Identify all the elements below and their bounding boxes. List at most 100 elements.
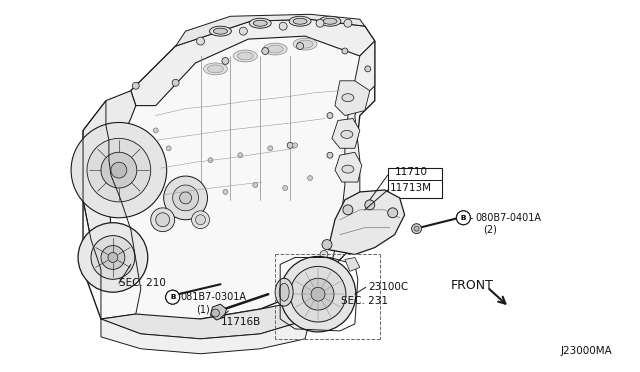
Circle shape [311, 287, 325, 301]
Polygon shape [83, 91, 136, 250]
Ellipse shape [342, 165, 354, 173]
Circle shape [156, 213, 170, 227]
Ellipse shape [279, 283, 289, 301]
Ellipse shape [342, 94, 354, 102]
Circle shape [151, 208, 175, 232]
Circle shape [196, 215, 205, 225]
Circle shape [327, 152, 333, 158]
Text: 11716B: 11716B [220, 317, 260, 327]
Polygon shape [328, 190, 404, 254]
Circle shape [302, 278, 334, 310]
Ellipse shape [250, 18, 271, 28]
Circle shape [283, 186, 287, 190]
Text: 11710: 11710 [395, 167, 428, 177]
Circle shape [132, 82, 140, 89]
Text: 11713M: 11713M [390, 183, 432, 193]
Circle shape [456, 211, 470, 225]
Text: B: B [461, 215, 466, 221]
Circle shape [164, 176, 207, 220]
Circle shape [316, 19, 324, 27]
Ellipse shape [214, 28, 227, 34]
Circle shape [308, 176, 312, 180]
Circle shape [365, 66, 371, 72]
Circle shape [78, 223, 148, 292]
Circle shape [166, 146, 171, 151]
Polygon shape [211, 304, 227, 320]
Circle shape [101, 246, 125, 269]
Polygon shape [175, 14, 365, 46]
Circle shape [342, 48, 348, 54]
Polygon shape [345, 257, 360, 271]
Circle shape [344, 19, 352, 27]
Ellipse shape [297, 40, 313, 48]
Circle shape [111, 162, 127, 178]
Circle shape [101, 152, 137, 188]
Circle shape [268, 146, 273, 151]
Polygon shape [83, 19, 375, 319]
Ellipse shape [275, 278, 293, 306]
Circle shape [456, 211, 470, 225]
Text: B: B [461, 215, 466, 221]
Circle shape [365, 200, 375, 210]
Circle shape [320, 250, 328, 259]
Circle shape [253, 183, 258, 187]
Polygon shape [305, 41, 375, 294]
Circle shape [222, 57, 229, 64]
Circle shape [287, 142, 293, 148]
Circle shape [223, 189, 228, 195]
Circle shape [211, 309, 220, 317]
Circle shape [238, 153, 243, 158]
Text: (1): (1) [196, 304, 211, 314]
Circle shape [108, 253, 118, 262]
Ellipse shape [268, 45, 283, 53]
Ellipse shape [319, 16, 341, 26]
Circle shape [388, 208, 397, 218]
Polygon shape [131, 19, 375, 106]
Circle shape [296, 42, 303, 49]
Ellipse shape [323, 18, 337, 24]
Ellipse shape [204, 63, 227, 75]
Ellipse shape [234, 50, 257, 62]
Circle shape [191, 211, 209, 229]
Ellipse shape [207, 65, 223, 73]
Ellipse shape [237, 52, 253, 60]
Circle shape [196, 37, 205, 45]
Circle shape [414, 226, 419, 231]
Circle shape [292, 143, 298, 148]
Circle shape [166, 290, 180, 304]
Text: B: B [170, 294, 175, 300]
Circle shape [279, 22, 287, 30]
Ellipse shape [209, 26, 232, 36]
Text: (2): (2) [483, 225, 497, 235]
Circle shape [87, 138, 151, 202]
Text: 23100C: 23100C [368, 282, 408, 292]
Circle shape [412, 224, 422, 234]
Circle shape [153, 128, 158, 133]
Text: 080B7-0401A: 080B7-0401A [476, 213, 541, 223]
Circle shape [208, 158, 213, 163]
Polygon shape [332, 119, 360, 148]
Ellipse shape [293, 18, 307, 24]
Circle shape [343, 205, 353, 215]
Text: 081B7-0301A: 081B7-0301A [180, 292, 246, 302]
Text: SEC. 231: SEC. 231 [341, 296, 388, 306]
Circle shape [166, 290, 180, 304]
Polygon shape [101, 299, 310, 339]
Polygon shape [335, 152, 362, 182]
Circle shape [180, 192, 191, 204]
Circle shape [322, 240, 332, 250]
Ellipse shape [293, 38, 317, 50]
Circle shape [172, 79, 179, 86]
Circle shape [290, 266, 346, 322]
Text: J23000MA: J23000MA [561, 346, 612, 356]
Circle shape [239, 27, 247, 35]
Circle shape [327, 113, 333, 119]
Text: SEC. 210: SEC. 210 [119, 278, 166, 288]
Bar [388, 168, 442, 198]
Ellipse shape [289, 16, 311, 26]
Circle shape [280, 256, 356, 332]
Ellipse shape [341, 131, 353, 138]
Ellipse shape [253, 20, 268, 26]
Polygon shape [101, 319, 310, 354]
Text: B: B [170, 294, 175, 300]
